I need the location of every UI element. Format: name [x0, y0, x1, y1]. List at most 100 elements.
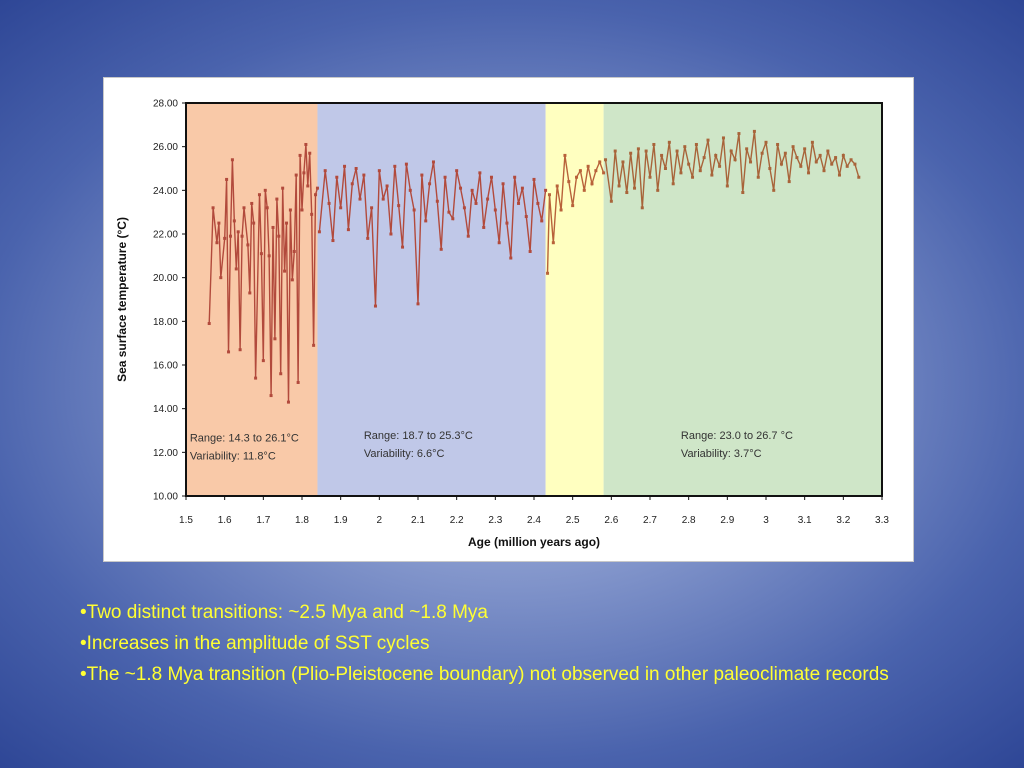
data-point: [250, 201, 254, 205]
data-point: [254, 376, 258, 380]
y-tick-label: 28.00: [153, 99, 178, 110]
x-tick-label: 1.7: [256, 515, 270, 526]
data-point: [377, 169, 381, 173]
data-point: [760, 151, 764, 155]
data-point: [275, 197, 279, 201]
data-point: [604, 158, 608, 162]
data-point: [466, 234, 470, 238]
data-point: [621, 160, 625, 164]
x-tick-label: 3.1: [798, 515, 812, 526]
data-point: [489, 175, 493, 179]
x-tick-label: 1.8: [295, 515, 309, 526]
data-point: [294, 173, 298, 177]
data-point: [366, 236, 370, 240]
data-point: [718, 164, 722, 168]
data-point: [428, 182, 432, 186]
data-point: [306, 184, 310, 188]
data-point: [404, 162, 408, 166]
y-axis-label: Sea surface temperature (°C): [115, 217, 129, 382]
data-point: [613, 149, 617, 153]
data-point: [211, 206, 215, 210]
data-point: [841, 153, 845, 157]
data-point: [837, 173, 841, 177]
data-point: [536, 201, 540, 205]
data-point: [783, 151, 787, 155]
y-tick-label: 16.00: [153, 361, 178, 372]
data-point: [478, 171, 482, 175]
data-point: [834, 156, 838, 160]
data-point: [807, 171, 811, 175]
data-point: [814, 160, 818, 164]
x-tick-label: 2.2: [450, 515, 464, 526]
data-point: [343, 164, 347, 168]
x-tick-label: 2.3: [488, 515, 502, 526]
data-point: [509, 256, 513, 260]
chart-panel: 10.00 12.00 14.00 16.00 18.00 20.00 22.00 24.00…: [103, 77, 914, 562]
range-annotation: Variability: 6.6°C: [364, 448, 445, 460]
y-axis-ticks: 10.00 12.00 14.00 16.00 18.00 20.00 22.00 24.00…: [153, 99, 186, 503]
data-point: [787, 180, 791, 184]
bullet-item: •Two distinct transitions: ~2.5 Mya and …: [80, 602, 488, 623]
data-point: [308, 151, 312, 155]
data-point: [772, 188, 776, 192]
data-point: [501, 182, 505, 186]
y-tick-label: 14.00: [153, 404, 178, 415]
data-point: [513, 175, 517, 179]
data-point: [292, 249, 296, 253]
x-axis-label: Age (million years ago): [468, 535, 600, 549]
data-point: [803, 147, 807, 151]
data-point: [679, 171, 683, 175]
data-point: [248, 291, 252, 295]
data-point: [586, 164, 590, 168]
data-point: [323, 169, 327, 173]
data-point: [302, 171, 306, 175]
data-point: [849, 158, 853, 162]
data-point: [764, 140, 768, 144]
data-point: [462, 206, 466, 210]
data-point: [401, 245, 405, 249]
data-point: [725, 184, 729, 188]
data-point: [567, 180, 571, 184]
data-point: [505, 221, 509, 225]
sst-chart: 10.00 12.00 14.00 16.00 18.00 20.00 22.00 24.00…: [115, 99, 889, 550]
data-point: [312, 343, 316, 347]
data-point: [571, 204, 575, 208]
band-3: [603, 103, 882, 496]
range-annotation: Variability: 11.8°C: [190, 450, 276, 462]
data-point: [482, 225, 486, 229]
data-point: [663, 167, 667, 170]
data-point: [547, 193, 551, 197]
data-point: [447, 210, 451, 214]
y-tick-label: 24.00: [153, 186, 178, 197]
data-point: [544, 188, 548, 192]
data-point: [656, 188, 660, 192]
data-point: [517, 201, 521, 205]
x-tick-label: 2.7: [643, 515, 657, 526]
range-annotation: Range: 18.7 to 25.3°C: [364, 430, 473, 442]
data-point: [420, 173, 424, 177]
data-point: [779, 162, 783, 166]
y-tick-label: 10.00: [153, 492, 178, 503]
data-point: [267, 254, 271, 258]
data-point: [283, 269, 287, 273]
data-point: [795, 156, 799, 160]
data-point: [830, 162, 834, 166]
bullet-item: •Increases in the amplitude of SST cycle…: [80, 633, 430, 654]
data-point: [594, 169, 598, 173]
data-point: [236, 230, 240, 234]
range-annotation: Range: 14.3 to 26.1°C: [190, 432, 299, 444]
data-point: [493, 208, 497, 212]
data-point: [578, 169, 582, 173]
series-layer: [207, 129, 861, 404]
data-point: [524, 215, 528, 219]
data-point: [373, 304, 377, 308]
range-annotation: Range: 23.0 to 26.7 °C: [681, 430, 793, 442]
data-point: [331, 239, 335, 243]
y-tick-label: 12.00: [153, 448, 178, 459]
data-point: [497, 241, 501, 245]
data-point: [290, 278, 294, 282]
data-point: [706, 138, 710, 142]
data-point: [439, 247, 443, 251]
data-point: [385, 184, 389, 188]
x-tick-label: 1.6: [218, 515, 232, 526]
